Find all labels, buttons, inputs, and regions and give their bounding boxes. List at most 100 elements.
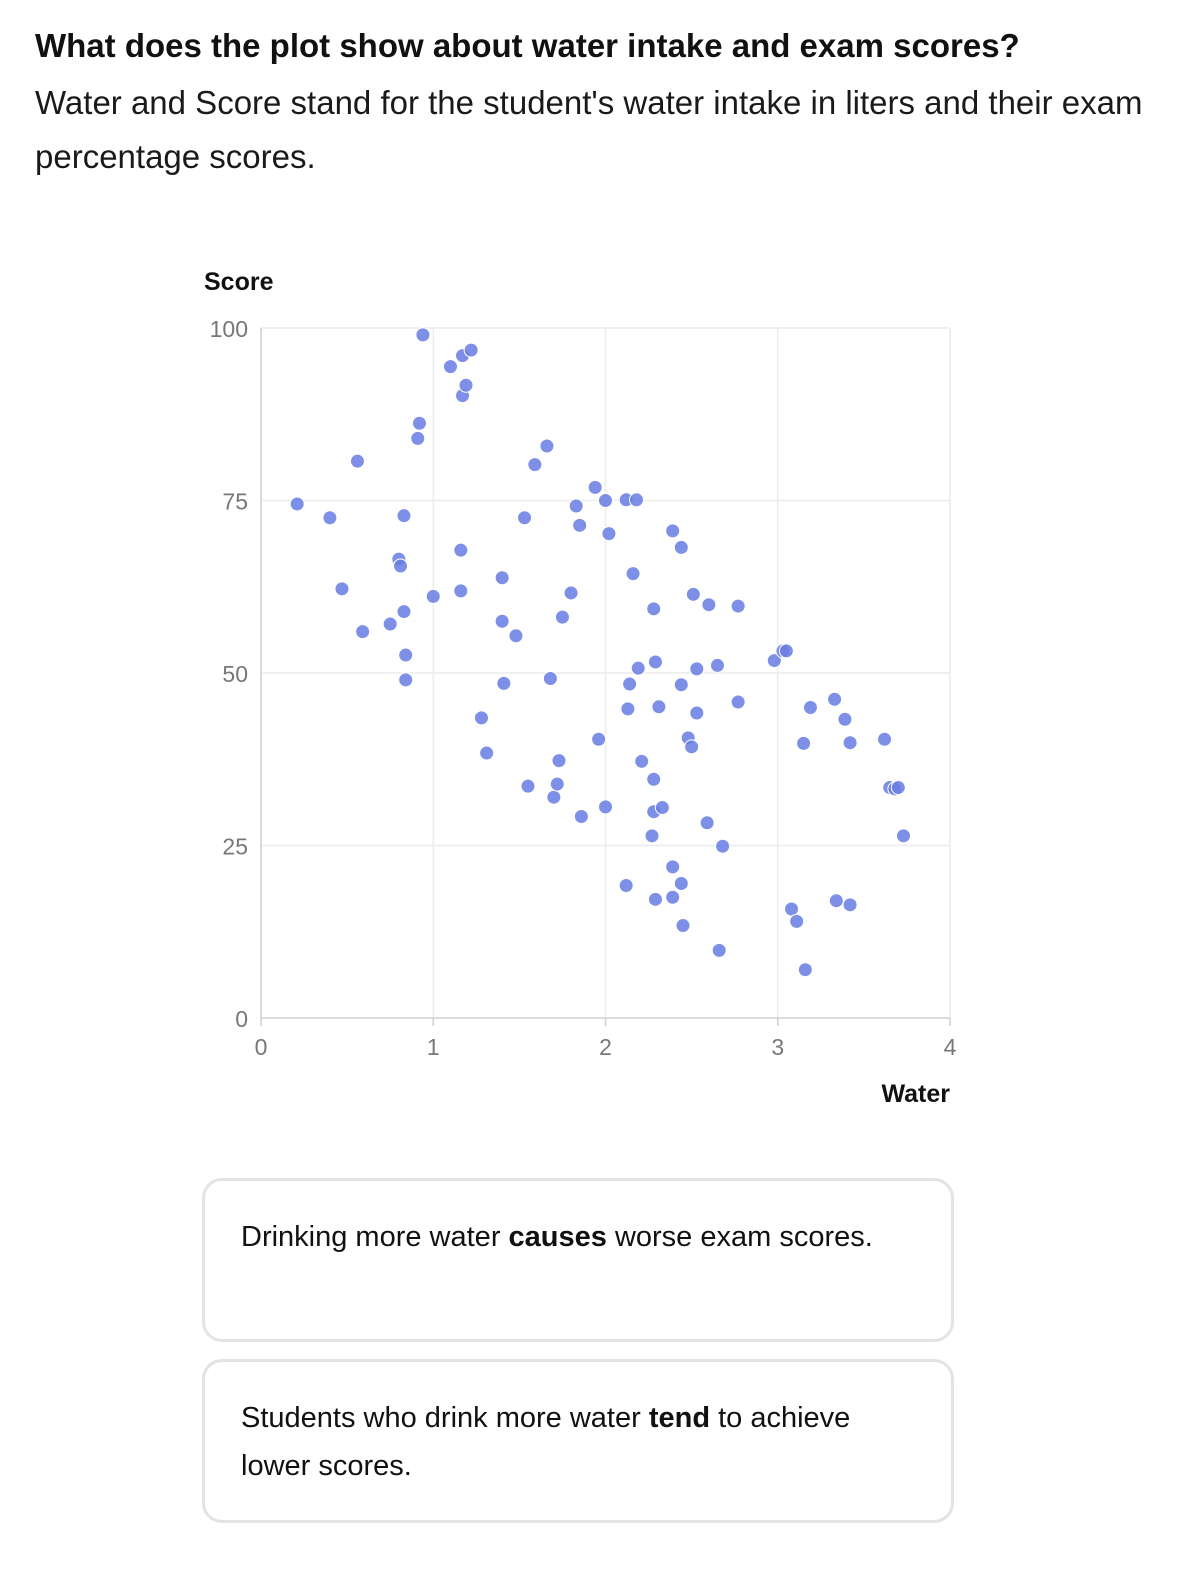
option-text-after: worse exam scores.	[606, 1221, 873, 1253]
scatter-point	[289, 496, 305, 512]
scatter-point	[715, 838, 731, 854]
scatter-point	[527, 457, 543, 473]
chart-axes	[260, 328, 951, 1026]
answer-option-causes[interactable]: Drinking more water causes worse exam sc…	[202, 1178, 954, 1342]
scatter-point	[842, 897, 858, 913]
scatter-point	[647, 654, 663, 670]
scatter-point	[410, 430, 426, 446]
scatter-chart: 0 25 50 75 100 0 1 2 3 4 Score Water	[204, 268, 957, 1108]
scatter-point	[520, 778, 536, 794]
question-body: Water and Score stand for the student's …	[35, 84, 1143, 175]
scatter-point	[654, 800, 670, 816]
x-tick-label: 4	[944, 1034, 957, 1060]
scatter-point	[647, 891, 663, 907]
scatter-point	[684, 739, 700, 755]
scatter-point	[349, 453, 365, 469]
scatter-point	[827, 691, 843, 707]
scatter-point	[622, 676, 638, 692]
scatter-point	[730, 694, 746, 710]
scatter-point	[598, 799, 613, 815]
scatter-point	[568, 498, 584, 514]
scatter-point	[425, 588, 441, 604]
y-axis-label: Score	[204, 268, 274, 296]
y-tick-label: 0	[235, 1006, 248, 1032]
scatter-point	[828, 893, 844, 909]
scatter-point	[551, 753, 567, 769]
scatter-point	[766, 653, 782, 669]
chart-gridlines	[261, 327, 951, 1018]
scatter-point	[563, 585, 579, 601]
scatter-point	[398, 672, 414, 688]
scatter-point	[673, 875, 689, 891]
scatter-point	[591, 731, 607, 747]
scatter-point	[398, 647, 414, 663]
scatter-point	[629, 492, 645, 508]
scatter-point	[587, 479, 603, 495]
scatter-point	[396, 604, 412, 620]
scatter-point	[494, 570, 510, 586]
scatter-point	[625, 566, 641, 582]
scatter-point	[665, 889, 681, 905]
scatter-point	[665, 859, 681, 875]
scatter-point	[458, 377, 474, 393]
scatter-point	[802, 700, 818, 715]
option-text-bold: tend	[648, 1402, 711, 1434]
scatter-point	[620, 701, 636, 717]
scatter-point	[646, 601, 662, 617]
scatter-point	[334, 581, 350, 597]
option-text-bold: causes	[508, 1221, 607, 1253]
scatter-point	[494, 613, 510, 629]
scatter-point	[463, 342, 479, 358]
scatter-point	[895, 828, 911, 844]
scatter-point	[689, 705, 705, 721]
scatter-point	[453, 542, 469, 558]
scatter-point	[673, 539, 689, 555]
scatter-point	[479, 745, 495, 761]
scatter-point	[877, 731, 893, 747]
scatter-point	[453, 583, 469, 599]
scatter-point	[601, 526, 617, 542]
scatter-point	[689, 661, 705, 677]
chart-points	[289, 327, 911, 978]
scatter-point	[415, 327, 431, 343]
scatter-point	[651, 699, 667, 715]
chart-tick-labels: 0 25 50 75 100 0 1 2 3 4	[210, 316, 957, 1060]
scatter-point	[699, 815, 715, 831]
scatter-point	[598, 493, 613, 508]
scatter-point	[549, 776, 565, 792]
x-tick-label: 0	[255, 1034, 268, 1060]
scatter-point	[685, 586, 701, 602]
scatter-point	[393, 558, 409, 574]
scatter-point	[797, 962, 813, 978]
scatter-point	[630, 660, 646, 676]
scatter-point	[473, 710, 489, 726]
scatter-point	[517, 510, 533, 526]
scatter-point	[355, 624, 371, 640]
scatter-point	[675, 918, 691, 934]
scatter-point	[646, 771, 662, 787]
scatter-point	[382, 616, 398, 632]
scatter-point	[411, 415, 427, 431]
y-tick-label: 50	[222, 661, 248, 687]
scatter-point	[709, 657, 725, 673]
scatter-point	[322, 510, 338, 526]
answer-option-tend[interactable]: Students who drink more water tend to ac…	[202, 1359, 954, 1523]
scatter-point	[442, 359, 458, 375]
scatter-point	[842, 735, 858, 751]
scatter-point	[644, 828, 660, 844]
question-title: What does the plot show about water inta…	[35, 27, 1020, 64]
scatter-point	[542, 671, 558, 687]
scatter-point	[539, 438, 555, 454]
scatter-point	[784, 901, 800, 917]
x-tick-label: 2	[599, 1034, 612, 1060]
scatter-point	[789, 913, 805, 929]
option-text-after: to achieve lower scores.	[241, 1402, 851, 1482]
scatter-point	[508, 628, 524, 644]
x-axis-label: Water	[881, 1080, 950, 1108]
scatter-point	[496, 675, 512, 691]
scatter-point	[546, 789, 562, 805]
x-tick-label: 3	[771, 1034, 784, 1060]
scatter-point	[554, 609, 570, 625]
scatter-point	[396, 508, 412, 524]
scatter-point	[711, 942, 727, 958]
